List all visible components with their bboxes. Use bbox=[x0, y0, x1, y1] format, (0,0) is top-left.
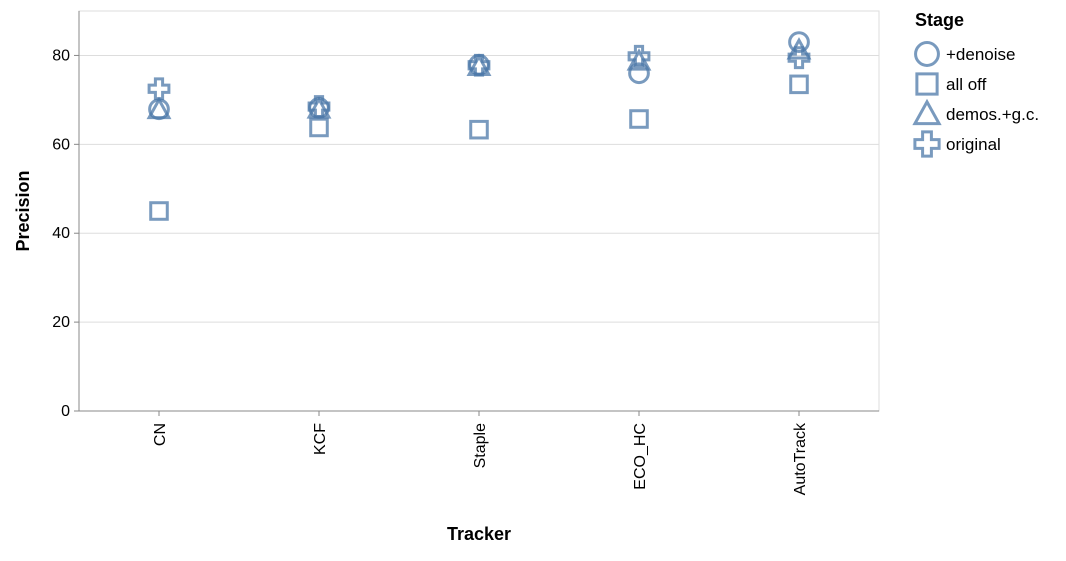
legend-symbol-triangle bbox=[912, 98, 942, 126]
cross-point-eco-hc bbox=[627, 44, 651, 68]
legend-symbol-square bbox=[915, 72, 939, 96]
y-tick-label: 40 bbox=[52, 225, 70, 242]
legend-label: all off bbox=[946, 75, 987, 94]
plot-frame bbox=[78, 10, 880, 412]
y-tick-label: 80 bbox=[52, 47, 70, 64]
square-point-staple bbox=[469, 119, 489, 140]
x-axis-title: Tracker bbox=[447, 524, 511, 544]
cross-point-staple bbox=[467, 53, 491, 77]
y-tick-label: 0 bbox=[61, 403, 70, 420]
square-point-autotrack bbox=[789, 74, 809, 95]
grid-lines bbox=[79, 54, 879, 412]
y-axis-title: Precision bbox=[13, 170, 33, 251]
x-tick-label: Staple bbox=[472, 423, 489, 468]
x-tick-label: ECO_HC bbox=[632, 423, 649, 490]
x-tick-label: CN bbox=[152, 423, 169, 446]
square-point-cn bbox=[149, 201, 169, 221]
circle-point-autotrack bbox=[788, 31, 810, 53]
legend: Stage +denoise all off demos.+g.c. original bbox=[912, 10, 1039, 158]
legend-symbol-cross bbox=[913, 130, 941, 158]
y-tick-label: 20 bbox=[52, 314, 70, 331]
square-point-kcf bbox=[309, 117, 329, 138]
square-point-eco-hc bbox=[629, 109, 649, 129]
cross-point-kcf bbox=[307, 95, 331, 118]
x-tick-label: AutoTrack bbox=[792, 422, 809, 495]
circle-point-eco-hc bbox=[628, 62, 650, 85]
cross-point-autotrack bbox=[787, 46, 811, 70]
x-tick-label: KCF bbox=[312, 423, 329, 455]
legend-symbol-circle bbox=[914, 41, 940, 67]
legend-label: +denoise bbox=[946, 45, 1015, 64]
triangle-point-cn bbox=[146, 96, 172, 120]
legend-title: Stage bbox=[915, 10, 964, 30]
legend-label: demos.+g.c. bbox=[946, 105, 1039, 124]
y-tick-label: 60 bbox=[52, 136, 70, 153]
legend-label: original bbox=[946, 135, 1001, 154]
axes: 0 20 40 60 80 CN KCF Staple ECO_HC AutoTrack bbox=[52, 10, 880, 495]
cross-point-cn bbox=[147, 77, 171, 101]
data-points bbox=[146, 31, 812, 221]
